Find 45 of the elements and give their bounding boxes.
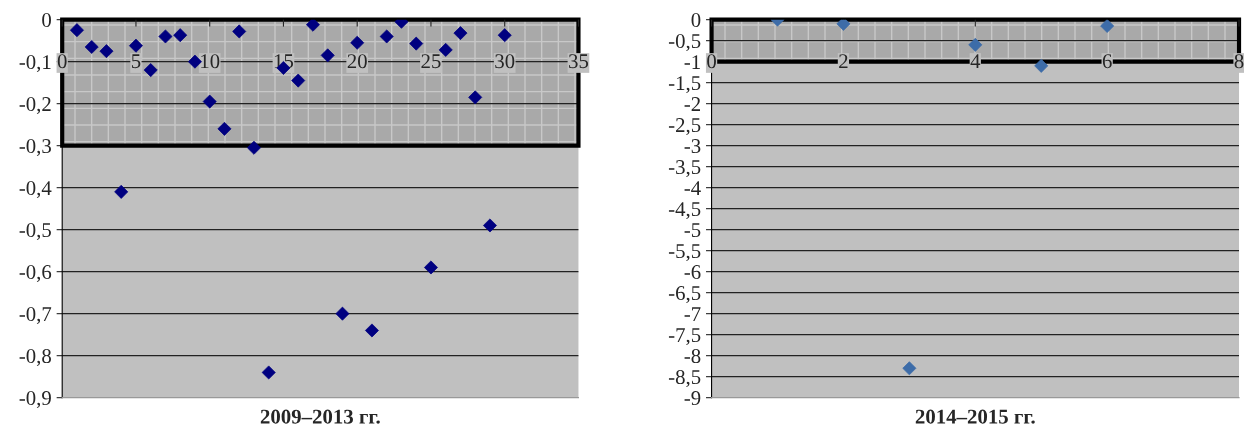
x-tick-label: 5 (131, 54, 141, 69)
y-tick-label: -9 (684, 391, 701, 406)
y-tick-label: -7,5 (668, 328, 701, 346)
y-tick-label: -0,6 (19, 265, 52, 283)
y-tick-label: -5,5 (668, 244, 701, 262)
y-tick-label: -8,5 (668, 370, 701, 388)
y-tick-label: -0,9 (19, 391, 51, 409)
y-tick-label: -4 (684, 181, 701, 195)
x-tick-label: 2 (839, 54, 848, 69)
x-tick-label: 4 (970, 54, 981, 69)
y-tick-label: -5 (684, 223, 701, 238)
x-tick-label: 35 (569, 54, 589, 69)
text: 2009–2013 гг. (260, 409, 380, 424)
point (836, 19, 851, 31)
y-tick-label: -0,3 (19, 139, 51, 157)
x-tick-label: 6 (1102, 54, 1112, 69)
y-tick-label: -4,5 (668, 202, 701, 220)
y-tick-label: -7 (684, 307, 701, 321)
x-tick-label: 0 (57, 54, 67, 69)
x-tick-label: 20 (347, 54, 367, 69)
y-tick-label: -0,2 (19, 97, 51, 115)
y-tick-label: -8 (684, 349, 701, 364)
y-tick-label: -0,5 (668, 34, 701, 52)
y-tick-label: -1,5 (668, 76, 701, 94)
y-tick-label: 0 (691, 13, 701, 28)
y-tick-label: -6,5 (668, 286, 701, 304)
y-tick-label: -0,7 (19, 307, 52, 325)
y-tick-label: -2 (684, 97, 700, 111)
y-tick-label: -6 (684, 265, 701, 280)
y-tick-label: -1 (684, 55, 700, 69)
text: 2014–2015 гг. (915, 409, 1035, 424)
x-tick-label: 8 (1234, 54, 1244, 69)
y-tick-label: -3 (684, 139, 701, 154)
x-tick-label: 25 (421, 54, 441, 69)
y-tick-label: -0,5 (19, 223, 51, 241)
x-tick-label: 10 (201, 54, 220, 69)
y-tick-label: 0 (42, 13, 51, 28)
x-tick-label: 0 (707, 54, 716, 69)
y-tick-label: -0,4 (19, 181, 52, 199)
y-tick-label: -0,1 (19, 55, 51, 73)
y-tick-label: -3,5 (668, 160, 701, 178)
point (364, 323, 379, 338)
x-tick-label: 30 (495, 54, 515, 69)
y-tick-label: -2,5 (668, 118, 701, 136)
y-tick-label: -0,8 (19, 349, 51, 367)
